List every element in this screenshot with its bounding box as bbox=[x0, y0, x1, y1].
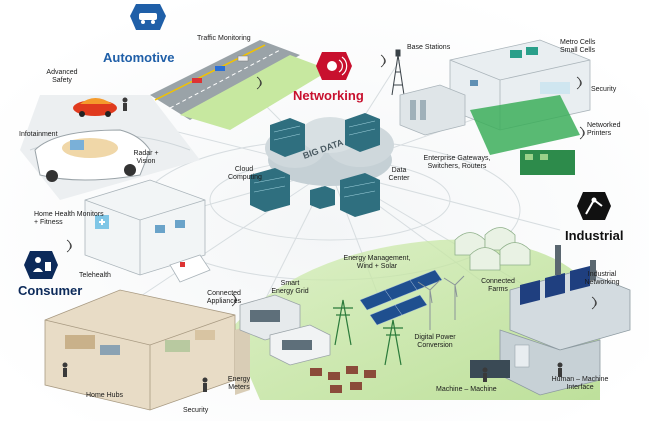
label-machine-machine: Machine – Machine bbox=[436, 386, 497, 393]
label-enterprise-gateways: Enterprise Gateways, Switchers, Routers bbox=[423, 155, 491, 170]
label-metro-cells: Metro Cells Small Cells bbox=[560, 39, 596, 54]
smart-grid-homes bbox=[239, 294, 331, 366]
gateway-building bbox=[399, 84, 466, 136]
power-pylons bbox=[333, 299, 403, 366]
label-telehealth: Telehealth bbox=[79, 272, 111, 279]
label-infotainment: Infotainment bbox=[19, 131, 58, 138]
label-connected-appliances: Connected Appliances bbox=[206, 290, 242, 305]
car-icon bbox=[130, 4, 166, 30]
label-security-top: Security bbox=[591, 86, 617, 93]
consumer-title: Consumer bbox=[18, 283, 83, 298]
white-car bbox=[34, 129, 151, 182]
label-industrial-networking: Industrial Networking bbox=[584, 271, 620, 286]
automotive-title: Automotive bbox=[103, 50, 175, 65]
wind-turbines bbox=[417, 275, 465, 330]
data-servers bbox=[250, 113, 380, 217]
red-car bbox=[73, 98, 117, 117]
industrial-title: Industrial bbox=[565, 228, 624, 243]
label-security-bottom: Security bbox=[183, 407, 209, 414]
clinic-building bbox=[84, 179, 211, 283]
robot-arm-icon bbox=[577, 192, 611, 220]
networking-title: Networking bbox=[293, 88, 364, 103]
label-digital-power: Digital Power Conversion bbox=[414, 334, 456, 349]
label-traffic-monitoring: Traffic Monitoring bbox=[197, 35, 251, 42]
label-radar-vision: Radar + Vision bbox=[133, 150, 159, 165]
people bbox=[62, 97, 563, 392]
label-energy-management: Energy Management, Wind + Solar bbox=[343, 255, 411, 270]
label-base-stations: Base Stations bbox=[407, 44, 451, 51]
highway bbox=[150, 40, 330, 130]
label-home-health: Home Health Monitors + Fitness bbox=[34, 211, 104, 226]
label-home-hubs: Home Hubs bbox=[86, 392, 123, 399]
label-networked-printers: Networked Printers bbox=[587, 122, 621, 137]
wifi-location-icon bbox=[316, 52, 352, 80]
solar-panels bbox=[359, 269, 443, 326]
factory bbox=[470, 245, 631, 396]
label-data-center: Data Center bbox=[388, 167, 410, 182]
label-advanced-safety: Advanced Safety bbox=[46, 69, 78, 84]
server-lights bbox=[253, 120, 376, 198]
label-smart-energy-grid: Smart Energy Grid bbox=[271, 280, 309, 295]
office-building bbox=[449, 39, 591, 175]
label-energy-meters: Energy Meters bbox=[227, 376, 251, 391]
rooftop-houses bbox=[310, 366, 376, 393]
greenhouses bbox=[454, 227, 531, 271]
label-connected-farms: Connected Farms bbox=[481, 278, 515, 293]
person-device-icon bbox=[24, 251, 58, 279]
consumer-house bbox=[44, 289, 250, 411]
label-cloud-computing: Cloud Computing bbox=[228, 166, 262, 181]
label-human-machine: Human – Machine Interface bbox=[551, 376, 609, 391]
cell-tower bbox=[391, 49, 405, 96]
wifi-icons bbox=[66, 54, 597, 310]
